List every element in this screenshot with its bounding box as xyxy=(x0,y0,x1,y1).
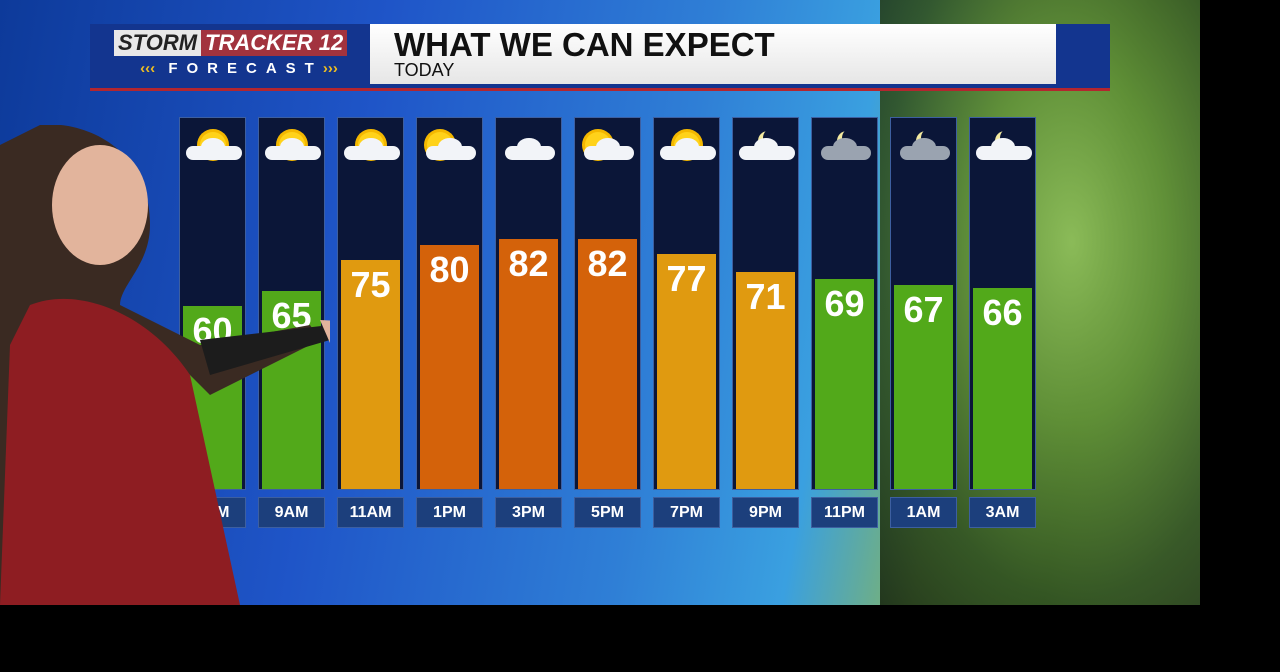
mostly-cloudy-night-icon xyxy=(891,124,958,164)
partly-sunny-icon xyxy=(180,124,247,164)
forecast-column: 75 xyxy=(337,117,404,490)
time-label: 1PM xyxy=(416,497,483,528)
time-label: 11PM xyxy=(811,497,878,528)
page-subtitle: TODAY xyxy=(394,60,455,80)
forecast-column: 60 xyxy=(179,117,246,490)
temperature-bar: 69 xyxy=(815,278,874,489)
time-label: 1AM xyxy=(890,497,957,528)
time-label: 7PM xyxy=(653,497,720,528)
mostly-cloudy-icon xyxy=(417,124,484,164)
temperature-bar: 82 xyxy=(578,238,637,489)
temperature-label: 69 xyxy=(824,282,865,324)
forecast-column: 80 xyxy=(416,117,483,490)
time-label: 3AM xyxy=(969,497,1036,528)
forecast-column: 67 xyxy=(890,117,957,490)
temperature-label: 66 xyxy=(982,291,1023,333)
forecast-column: 82 xyxy=(574,117,641,490)
temperature-bar: 77 xyxy=(657,254,716,489)
forecast-column: 66 xyxy=(969,117,1036,490)
mostly-cloudy-night-icon xyxy=(812,124,879,164)
broadcast-scene: STORM TRACKER 12 ‹‹‹ FORECAST››› WHAT WE … xyxy=(0,0,1200,605)
partly-sunny-icon xyxy=(338,124,405,164)
forecast-column: 65 xyxy=(258,117,325,490)
partly-sunny-icon xyxy=(259,124,326,164)
temperature-bar: 82 xyxy=(499,238,558,489)
page-title: WHAT WE CAN EXPECT xyxy=(394,26,775,63)
temperature-label: 82 xyxy=(508,242,549,284)
temperature-label: 82 xyxy=(587,242,628,284)
mostly-cloudy-icon xyxy=(575,124,642,164)
time-label: 9PM xyxy=(732,497,799,528)
presenter xyxy=(0,125,330,605)
temperature-label: 67 xyxy=(903,288,944,330)
temperature-bar: 75 xyxy=(341,260,400,489)
temperature-bar: 67 xyxy=(894,284,953,489)
temperature-label: 75 xyxy=(350,264,391,306)
temperature-label: 71 xyxy=(745,276,786,318)
time-label: 3PM xyxy=(495,497,562,528)
logo-storm: STORM xyxy=(114,30,202,56)
forecast-column: 71 xyxy=(732,117,799,490)
temperature-label: 80 xyxy=(429,249,470,290)
forecast-column: 77 xyxy=(653,117,720,490)
temperature-bar: 66 xyxy=(973,287,1032,489)
time-label: 9AM xyxy=(258,497,325,528)
partly-cloudy-night-icon xyxy=(970,124,1037,164)
logo-tracker: TRACKER 12 xyxy=(201,30,348,56)
temperature-label: 77 xyxy=(666,258,707,300)
forecast-column: 69 xyxy=(811,117,878,490)
time-label: 11AM xyxy=(337,497,404,528)
cloudy-icon xyxy=(496,124,563,164)
temperature-bar: 71 xyxy=(736,272,795,489)
partly-cloudy-night-icon xyxy=(733,124,800,164)
stormtracker-logo: STORM TRACKER 12 ‹‹‹ FORECAST››› xyxy=(114,30,364,77)
partly-sunny-icon xyxy=(654,124,721,164)
time-label: 5PM xyxy=(574,497,641,528)
temperature-bar: 80 xyxy=(420,245,479,489)
header-banner: STORM TRACKER 12 ‹‹‹ FORECAST››› WHAT WE … xyxy=(90,24,1110,91)
temperature-bar: 65 xyxy=(262,290,321,489)
forecast-column: 82 xyxy=(495,117,562,490)
logo-forecast: FORECAST xyxy=(168,60,323,77)
